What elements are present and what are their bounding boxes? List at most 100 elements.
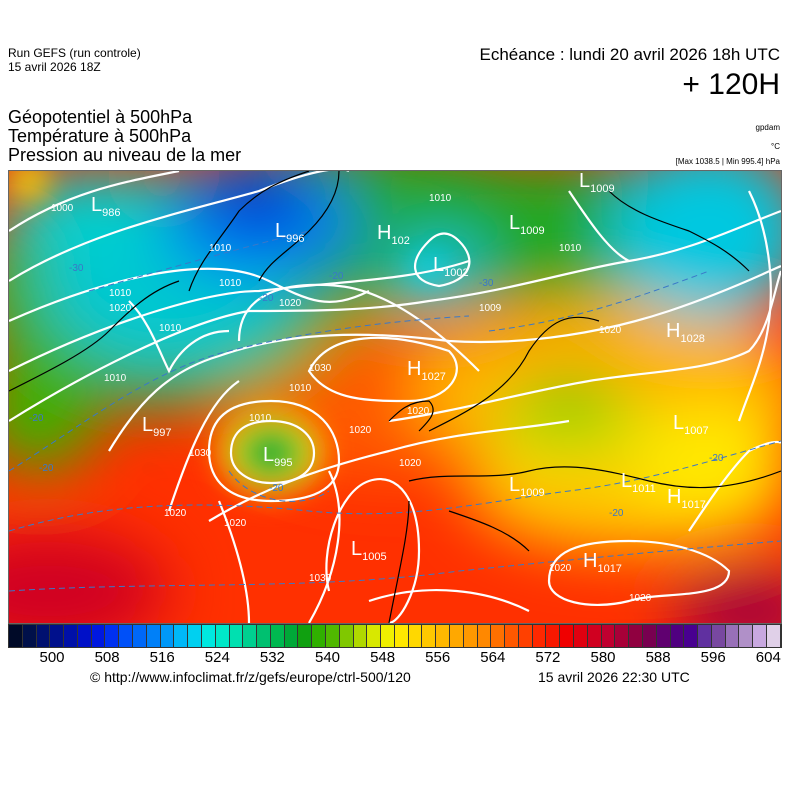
- colorbar-cell: [587, 625, 602, 647]
- isobar-label: 1020: [279, 298, 302, 309]
- isotherm-label: -20: [39, 463, 54, 474]
- isotherm-label: -20: [29, 413, 44, 424]
- high-pressure-center: H102: [377, 222, 410, 247]
- colorbar-cell: [215, 625, 230, 647]
- isobar-label: 1020: [109, 303, 132, 314]
- isobar-label: 1010: [159, 323, 182, 334]
- generated-time: 15 avril 2026 22:30 UTC: [538, 669, 690, 685]
- colorbar-cell: [36, 625, 51, 647]
- isobar-label: 1010: [219, 278, 242, 289]
- colorbar-cell: [642, 625, 657, 647]
- colorbar-tick-label: 524: [204, 649, 230, 666]
- colorbar-cell: [105, 625, 120, 647]
- isobar-label: 1010: [289, 383, 312, 394]
- colorbar-cell: [298, 625, 313, 647]
- colorbar-cell: [670, 625, 685, 647]
- weather-map[interactable]: L986 L996 H102 L997 L1002 L1009 L1009 H1028 H102…: [8, 170, 782, 624]
- isotherm-label: -20: [329, 271, 344, 282]
- colorbar-tick-label: 532: [259, 649, 285, 666]
- colorbar-cell: [753, 625, 767, 647]
- isobar-label: 1020: [224, 518, 247, 529]
- high-pressure-center: H1027: [407, 358, 446, 383]
- colorbar-cell: [22, 625, 37, 647]
- isobar-label: 1010: [109, 288, 132, 299]
- colorbar-cell: [532, 625, 547, 647]
- colorbar-cell: [711, 625, 726, 647]
- geopotential-field: [9, 171, 781, 623]
- colorbar-cell: [436, 625, 450, 647]
- colorbar-cell: [353, 625, 368, 647]
- low-pressure-center: L997: [142, 414, 171, 439]
- colorbar-tick-label: 556: [425, 649, 451, 666]
- low-pressure-center: L996: [275, 220, 304, 245]
- isotherms: [9, 230, 781, 592]
- colorbar-tick-label: 604: [755, 649, 781, 666]
- unit-temperature: °C: [771, 142, 780, 151]
- isobar-label: 1020: [164, 508, 187, 519]
- colorbar-cell: [629, 625, 643, 647]
- isotherm-label: -20: [259, 293, 274, 304]
- isobar-label: 1010: [209, 243, 232, 254]
- title-pressure: Pression au niveau de la mer: [8, 145, 242, 165]
- colorbar-tick-label: 540: [314, 649, 341, 666]
- run-info: Run GEFS (run controle) 15 avril 2026 18…: [8, 46, 141, 74]
- colorbar-cell: [77, 625, 92, 647]
- run-model: Run GEFS (run controle): [8, 46, 141, 60]
- colorbar-cell: [325, 625, 340, 647]
- colorbar-cell: [394, 625, 409, 647]
- title-geopotential: Géopotentiel à 500hPa: [8, 107, 193, 127]
- colorbar-cell: [284, 625, 299, 647]
- colorbar-cell: [201, 625, 216, 647]
- colorbar-cell: [684, 625, 699, 647]
- isobar-label: 1010: [429, 193, 452, 204]
- low-pressure-center: L1007: [673, 412, 709, 437]
- isobar-label: 1030: [309, 363, 332, 374]
- colorbar-cell: [422, 625, 437, 647]
- pressure-centers: L986 L996 H102 L997 L1002 L1009 L1009 H1028 H102…: [91, 171, 709, 575]
- isobar-label: 1020: [629, 593, 652, 604]
- colorbar-cell: [615, 625, 630, 647]
- low-pressure-center: L1011: [621, 470, 656, 495]
- colorbar-cell: [64, 625, 78, 647]
- low-pressure-center: L1002: [433, 254, 469, 279]
- colorbar-cell: [601, 625, 616, 647]
- high-pressure-center: H1017: [583, 550, 622, 575]
- isobar-label: 1030: [309, 573, 332, 584]
- colorbar-cell: [546, 625, 561, 647]
- high-pressure-center: H1028: [666, 320, 705, 345]
- colorbar: [8, 624, 782, 648]
- low-pressure-center: L1009: [579, 171, 615, 195]
- colorbar-cell: [463, 625, 478, 647]
- low-pressure-center: L1009: [509, 212, 545, 237]
- colorbar-cell: [188, 625, 202, 647]
- source-link[interactable]: © http://www.infoclimat.fr/z/gefs/europe…: [90, 669, 411, 685]
- isobars: [9, 171, 781, 623]
- colorbar-tick-label: 516: [149, 649, 175, 666]
- isobar-label: 1020: [549, 563, 572, 574]
- isobar-label: 1020: [399, 458, 422, 469]
- colorbar-cell: [367, 625, 382, 647]
- map-titles: Géopotentiel à 500hPa Température à 500h…: [8, 108, 241, 165]
- colorbar-cell: [505, 625, 519, 647]
- colorbar-tick-label: 548: [370, 649, 396, 666]
- colorbar-cell: [257, 625, 271, 647]
- forecast-valid-time: Echéance : lundi 20 avril 2026 18h UTC: [479, 45, 780, 64]
- colorbar-cell: [739, 625, 754, 647]
- colorbar-tick-label: 564: [480, 649, 506, 666]
- colorbar-cell: [518, 625, 533, 647]
- low-pressure-center: L986: [91, 194, 120, 219]
- colorbar-tick-label: 508: [94, 649, 120, 666]
- colorbar-cell: [477, 625, 492, 647]
- isotherm-label: -20: [709, 453, 724, 464]
- colorbar-cell: [491, 625, 506, 647]
- isobar-label: 1010: [104, 373, 127, 384]
- colorbar-cell: [174, 625, 189, 647]
- colorbar-cell: [146, 625, 161, 647]
- colorbar-cell: [574, 625, 588, 647]
- colorbar-tick-label: 500: [39, 649, 65, 666]
- colorbar-tick-label: 596: [700, 649, 726, 666]
- colorbar-cell: [698, 625, 712, 647]
- colorbar-cell: [133, 625, 147, 647]
- isotherm-label: -30: [479, 278, 494, 289]
- contour-labels: 1000 1010 1020 1010 1010 1020 1030 1030 1020 1010…: [29, 193, 724, 604]
